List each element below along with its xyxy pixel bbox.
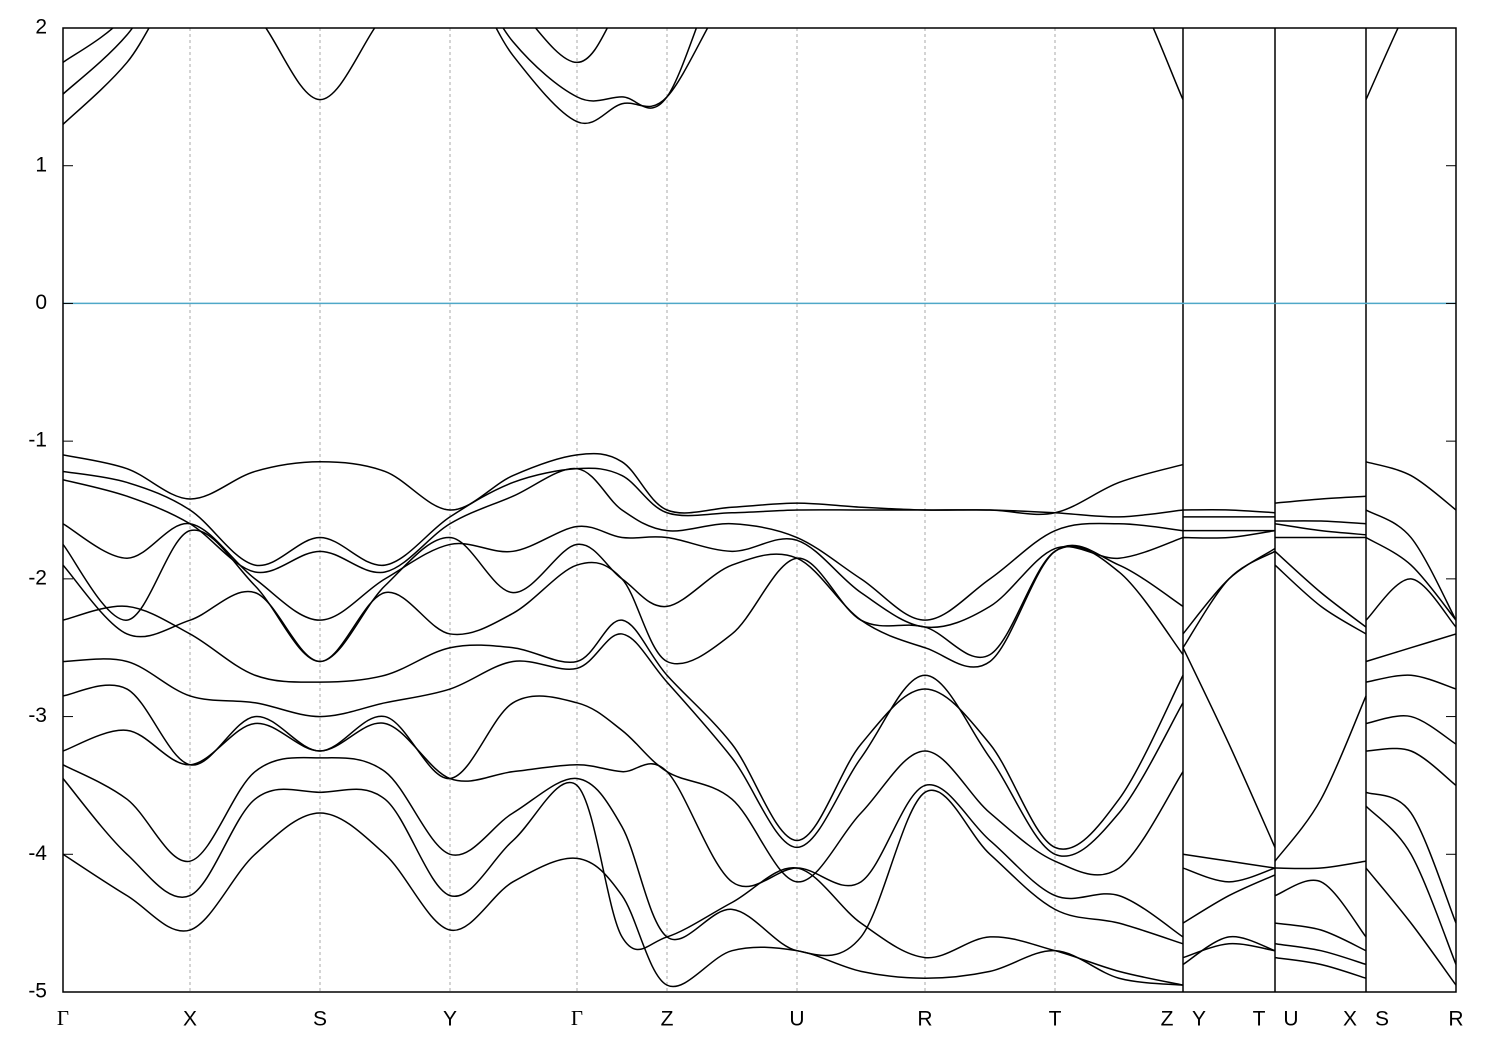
band-line — [63, 28, 609, 64]
x-tick-label: S — [1375, 1008, 1389, 1031]
band-line — [63, 467, 1456, 621]
x-tick-label: Y — [1192, 1008, 1206, 1031]
x-tick-label: T — [1049, 1008, 1062, 1031]
band-line — [63, 28, 1399, 125]
x-tick-label: Z — [1161, 1008, 1174, 1031]
y-tick-label: 0 — [35, 291, 47, 314]
band-line — [63, 523, 1456, 629]
y-tick-label: -2 — [28, 566, 47, 589]
band-line — [63, 545, 1456, 690]
band-line — [63, 633, 1456, 870]
y-tick-label: 1 — [35, 153, 47, 176]
x-tick-label: R — [1448, 1008, 1463, 1031]
x-tick-label: Γ — [57, 1006, 69, 1030]
x-tick-label: R — [917, 1008, 932, 1031]
x-tick-label: Γ — [571, 1006, 583, 1030]
band-line — [63, 756, 1456, 986]
band-line — [63, 452, 1456, 516]
y-tick-label: 2 — [35, 16, 47, 39]
y-tick-label: -3 — [28, 704, 47, 727]
x-tick-label: Y — [443, 1008, 457, 1031]
x-tick-label: U — [789, 1008, 804, 1031]
x-tick-label: X — [183, 1008, 197, 1031]
band-line — [63, 28, 698, 109]
x-tick-label: S — [313, 1008, 327, 1031]
band-line — [63, 812, 1184, 988]
band-line — [63, 605, 1456, 862]
plot-frame — [62, 27, 1457, 993]
x-tick-label: U — [1283, 1008, 1298, 1031]
x-tick-label: X — [1343, 1008, 1357, 1031]
bands — [63, 28, 1456, 988]
y-tick-label: -5 — [28, 980, 47, 1003]
band-line — [63, 778, 1367, 986]
grid-layer — [63, 28, 1456, 992]
x-tick-label: T — [1253, 1008, 1266, 1031]
band-line — [63, 467, 1456, 621]
x-tick-label: Z — [661, 1008, 674, 1031]
y-tick-label: -4 — [28, 842, 47, 865]
y-tick-label: -1 — [28, 429, 47, 452]
band-line — [63, 684, 1456, 938]
band-line — [63, 722, 1456, 965]
